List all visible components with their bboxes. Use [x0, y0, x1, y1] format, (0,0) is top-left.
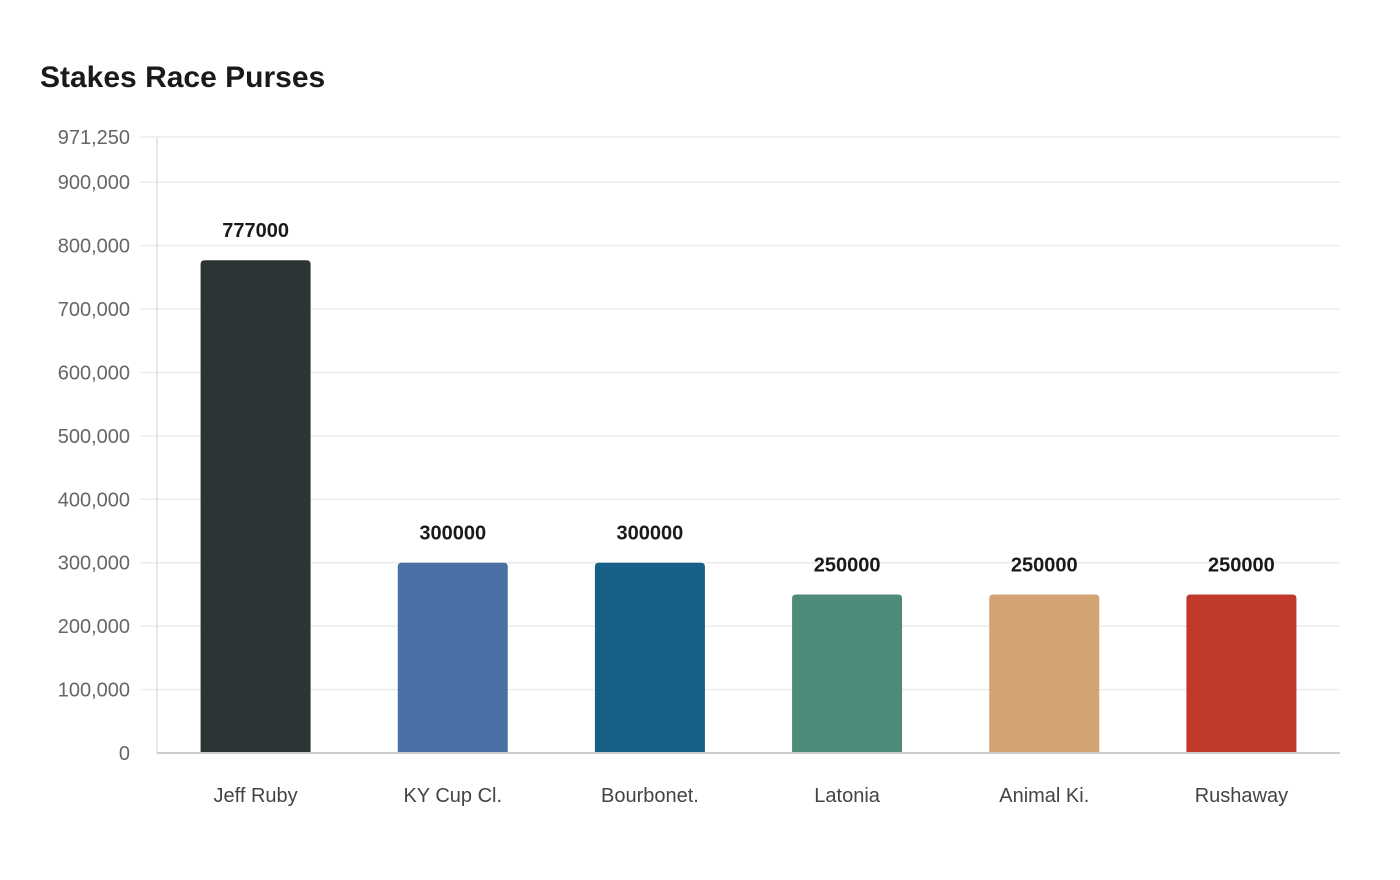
bar: [397, 562, 508, 753]
bar: [594, 562, 705, 753]
x-tick-label: Rushaway: [1195, 785, 1288, 807]
y-tick-label: 500,000: [58, 426, 130, 448]
y-tick-label: 700,000: [58, 299, 130, 321]
y-tick-label: 0: [119, 743, 130, 765]
bar: [200, 260, 311, 753]
bar: [792, 594, 903, 753]
y-tick-label: 300,000: [58, 553, 130, 575]
x-tick-label: KY Cup Cl.: [403, 785, 502, 807]
y-tick-label: 971,250: [58, 127, 130, 149]
data-label: 300000: [617, 523, 684, 545]
y-tick-label: 400,000: [58, 489, 130, 511]
bar: [989, 594, 1100, 753]
y-tick-label: 600,000: [58, 362, 130, 384]
y-tick-label: 100,000: [58, 680, 130, 702]
y-tick-label: 800,000: [58, 236, 130, 258]
data-label: 250000: [1208, 554, 1275, 576]
chart-title: Stakes Race Purses: [40, 61, 326, 94]
bar: [1186, 594, 1297, 753]
x-tick-label: Jeff Ruby: [214, 785, 298, 807]
x-tick-label: Latonia: [814, 785, 880, 807]
x-tick-label: Bourbonet.: [601, 785, 699, 807]
data-label: 250000: [814, 554, 881, 576]
y-tick-label: 900,000: [58, 172, 130, 194]
y-tick-label: 200,000: [58, 616, 130, 638]
x-tick-label: Animal Ki.: [999, 785, 1089, 807]
data-label: 300000: [419, 523, 486, 545]
data-label: 777000: [222, 220, 289, 242]
data-label: 250000: [1011, 554, 1078, 576]
